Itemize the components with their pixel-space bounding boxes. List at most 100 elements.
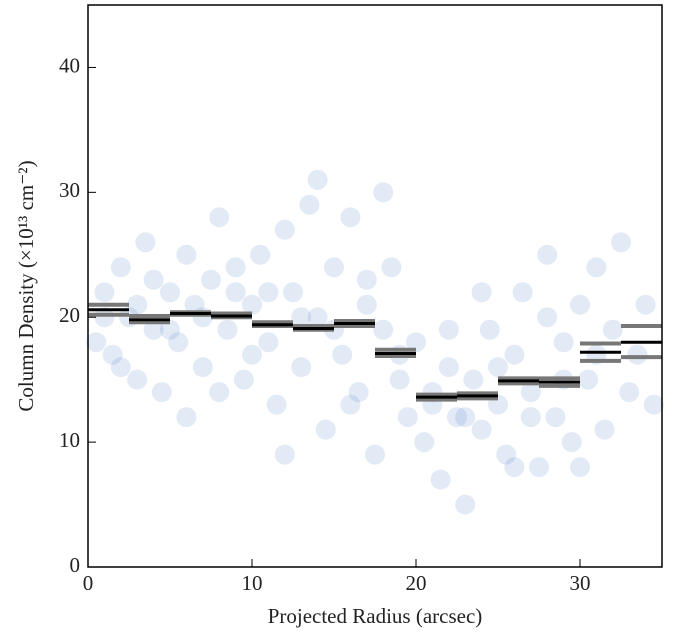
point xyxy=(160,282,180,303)
x-tick-label: 0 xyxy=(83,571,94,595)
point xyxy=(242,294,262,315)
point xyxy=(143,269,164,290)
point xyxy=(356,294,377,315)
point xyxy=(537,307,558,328)
point xyxy=(332,344,353,365)
point xyxy=(250,244,271,265)
point xyxy=(471,419,492,440)
point xyxy=(479,319,500,340)
point xyxy=(209,207,230,228)
point xyxy=(176,407,197,428)
point xyxy=(438,357,459,378)
y-tick-label: 0 xyxy=(70,553,81,577)
point xyxy=(127,369,148,390)
point xyxy=(570,457,590,478)
point xyxy=(545,407,566,428)
point xyxy=(496,444,517,465)
point xyxy=(463,369,484,390)
x-axis-label: Projected Radius (arcsec) xyxy=(268,604,483,628)
point xyxy=(356,269,377,290)
point xyxy=(225,257,246,278)
point xyxy=(176,244,197,265)
point xyxy=(389,369,410,390)
y-axis-label: Column Density (×10¹³ cm⁻²) xyxy=(14,160,38,411)
point xyxy=(291,357,312,378)
point xyxy=(168,332,189,353)
point xyxy=(619,382,640,403)
point xyxy=(373,182,394,203)
point xyxy=(266,394,287,415)
point xyxy=(340,394,361,415)
point xyxy=(94,307,115,328)
y-tick-label: 40 xyxy=(59,53,80,77)
point xyxy=(471,282,492,303)
point xyxy=(315,419,336,440)
point xyxy=(504,344,525,365)
point xyxy=(414,432,435,453)
point xyxy=(299,194,320,215)
point xyxy=(110,357,131,378)
point xyxy=(447,407,467,428)
point xyxy=(520,382,541,403)
point xyxy=(274,444,295,465)
point xyxy=(307,169,328,190)
point xyxy=(242,344,262,365)
point xyxy=(258,282,279,303)
point xyxy=(643,394,664,415)
point xyxy=(184,294,205,315)
point xyxy=(102,344,123,365)
point xyxy=(455,407,476,428)
point xyxy=(258,332,279,353)
point xyxy=(217,319,238,340)
point xyxy=(512,282,533,303)
point xyxy=(110,257,131,278)
point xyxy=(233,369,254,390)
point xyxy=(283,282,303,303)
point xyxy=(307,307,328,328)
point xyxy=(135,232,156,253)
point xyxy=(381,257,402,278)
point xyxy=(86,332,107,353)
point xyxy=(209,382,230,403)
point xyxy=(635,294,656,315)
point xyxy=(192,307,213,328)
point xyxy=(348,382,369,403)
point xyxy=(340,207,361,228)
point xyxy=(373,319,394,340)
point xyxy=(570,294,590,315)
point xyxy=(586,257,607,278)
point xyxy=(160,319,180,340)
point xyxy=(455,494,476,515)
point xyxy=(504,457,525,478)
point xyxy=(397,407,418,428)
point xyxy=(561,432,582,453)
point xyxy=(488,357,508,378)
x-tick-label: 20 xyxy=(406,571,427,595)
point xyxy=(225,282,246,303)
point xyxy=(192,357,213,378)
point xyxy=(365,444,385,465)
point xyxy=(274,219,295,240)
point xyxy=(127,294,148,315)
y-tick-label: 10 xyxy=(59,428,80,452)
point xyxy=(143,319,164,340)
x-tick-label: 30 xyxy=(570,571,591,595)
point xyxy=(324,257,344,278)
plot-frame xyxy=(87,4,663,568)
point xyxy=(430,469,451,490)
point xyxy=(201,269,221,290)
point xyxy=(94,282,115,303)
point xyxy=(151,382,172,403)
point xyxy=(627,344,648,365)
point xyxy=(578,369,599,390)
point xyxy=(520,407,541,428)
point xyxy=(529,457,549,478)
point xyxy=(553,332,574,353)
point xyxy=(406,332,426,353)
point xyxy=(537,244,558,265)
point xyxy=(438,319,459,340)
y-tick-label: 20 xyxy=(59,303,80,327)
point xyxy=(594,419,615,440)
y-tick-label: 30 xyxy=(59,178,80,202)
